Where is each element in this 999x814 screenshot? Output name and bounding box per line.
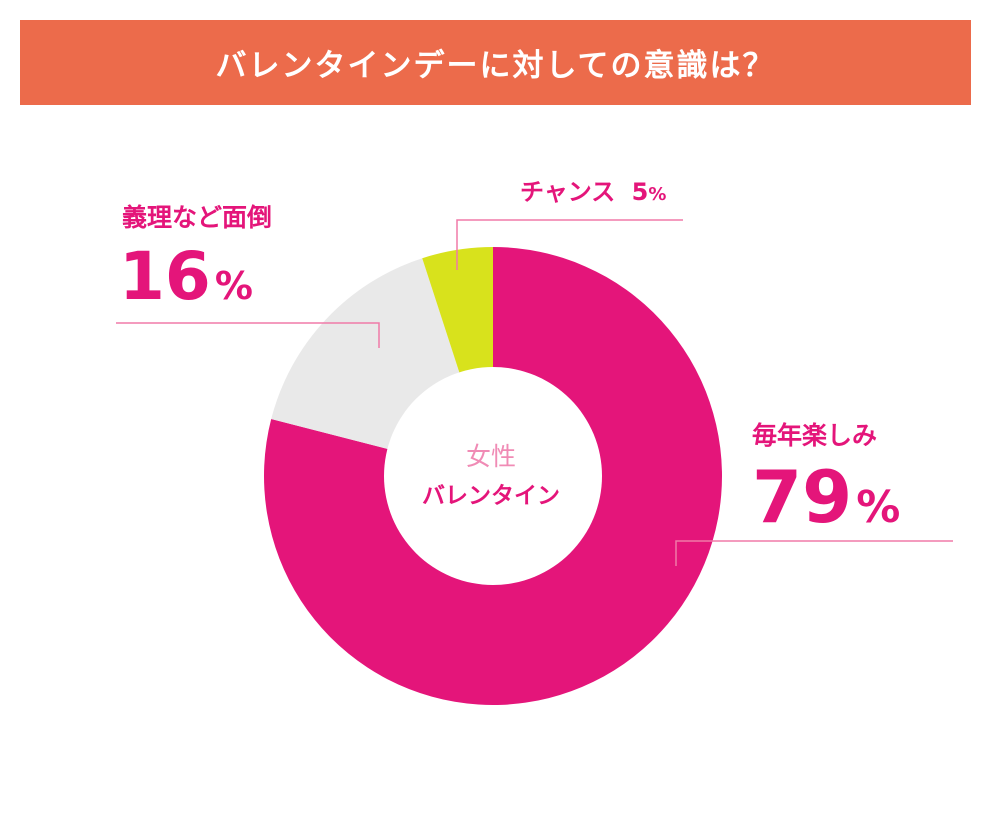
center-label-line1: 女性	[466, 442, 516, 471]
slice-name-maitoshi: 毎年楽しみ	[752, 421, 877, 450]
slice-value-maitoshi-group: 79%	[752, 455, 900, 539]
center-label-line2: バレンタイン	[422, 483, 560, 509]
slice-value-giri-group: 16%	[119, 238, 253, 315]
slice-unit-chance: %	[648, 184, 666, 205]
leader-line-giri	[116, 322, 380, 348]
slice-name-chance: チャンス	[520, 178, 615, 206]
slice-value-maitoshi: 79	[752, 455, 852, 539]
slice-unit-maitoshi: %	[856, 482, 900, 533]
leader-line-chance	[456, 219, 683, 270]
slice-value-chance: 5	[632, 178, 649, 206]
title-banner: バレンタインデーに対しての意識は？	[20, 20, 971, 105]
slice-name-giri: 義理など面倒	[122, 203, 272, 232]
leader-line-maitoshi	[675, 540, 953, 566]
chart-title: バレンタインデーに対しての意識は？	[215, 48, 776, 84]
slice-unit-giri: %	[215, 264, 253, 308]
donut-hole	[384, 367, 602, 585]
slice-label-chance: チャンス 5%	[520, 178, 666, 206]
slice-value-giri: 16	[119, 238, 211, 315]
